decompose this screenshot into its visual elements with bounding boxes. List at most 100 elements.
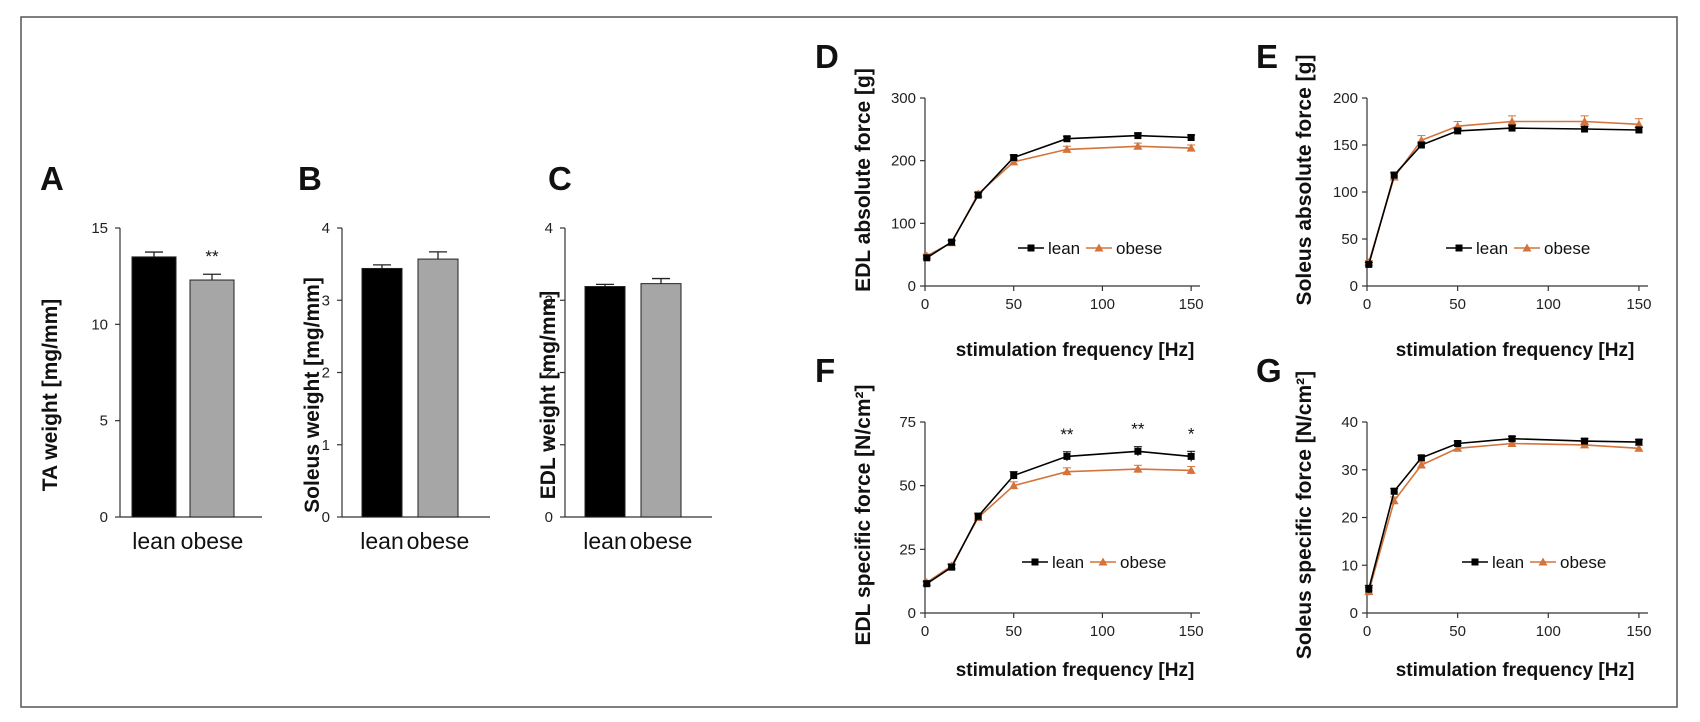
y-tick-label: 1 [545, 437, 553, 454]
data-point-lean [1417, 454, 1425, 462]
panel-label-c: C [548, 160, 572, 197]
data-point-lean [1134, 447, 1142, 455]
legend-marker-lean [1031, 558, 1039, 566]
x-tick-label: 150 [1626, 623, 1651, 640]
legend-label-lean: lean [1052, 553, 1084, 572]
x-tick-label: 100 [1090, 296, 1115, 313]
category-label: lean [360, 528, 403, 554]
y-tick-label: 3 [322, 292, 330, 309]
legend-label-obese: obese [1544, 239, 1590, 258]
panel-c: C EDL weight [mg/mm] 0 1 2 3 4 lean obese [537, 160, 712, 554]
data-point-lean [1365, 585, 1373, 593]
data-point-lean [1454, 127, 1462, 135]
data-point-obese [1062, 467, 1072, 476]
data-point-obese [1186, 143, 1196, 152]
category-label: lean [132, 528, 175, 554]
y-axis-label: EDL specific force [N/cm²] [852, 384, 875, 645]
x-tick-label: 0 [1363, 296, 1371, 313]
y-tick-label: 1 [322, 437, 330, 454]
y-tick-label: 40 [1341, 414, 1358, 431]
data-point-obese [1580, 117, 1590, 125]
data-point-lean [1365, 260, 1373, 268]
y-tick-label: 50 [1341, 231, 1358, 248]
data-point-obese [1634, 443, 1644, 452]
y-tick-label: 5 [100, 413, 108, 430]
y-tick-label: 0 [322, 509, 330, 526]
legend-marker-obese [1094, 243, 1104, 252]
x-axis-label: stimulation frequency [Hz] [956, 340, 1195, 361]
category-label: obese [407, 528, 470, 554]
legend-marker-lean [1471, 558, 1479, 566]
data-point-lean [1063, 135, 1071, 143]
data-point-obese [1507, 117, 1517, 125]
x-tick-label: 0 [921, 623, 929, 640]
data-point-lean [923, 580, 931, 588]
data-point-lean [1010, 154, 1018, 162]
category-label: obese [181, 528, 244, 554]
y-tick-label: 4 [545, 220, 553, 237]
y-tick-label: 150 [1333, 137, 1358, 154]
legend-label-obese: obese [1116, 239, 1162, 258]
data-point-lean [923, 254, 931, 262]
significance-marker: * [1188, 424, 1195, 443]
y-tick-label: 25 [899, 541, 916, 558]
legend-marker-lean [1455, 244, 1463, 252]
data-point-lean [948, 238, 956, 246]
x-tick-label: 100 [1536, 296, 1561, 313]
y-tick-label: 4 [322, 220, 330, 237]
data-point-lean [1635, 438, 1643, 446]
panel-label-g: G [1256, 352, 1282, 389]
y-tick-label: 3 [545, 292, 553, 309]
y-tick-label: 100 [891, 215, 916, 232]
data-point-lean [974, 512, 982, 520]
y-tick-label: 30 [1341, 462, 1358, 479]
significance-marker: ** [1131, 420, 1145, 439]
legend-marker-obese [1098, 557, 1108, 566]
bar-plot: 0 1 2 3 4 lean obese [322, 220, 490, 554]
y-tick-label: 200 [1333, 90, 1358, 107]
legend-label-obese: obese [1560, 553, 1606, 572]
legend-marker-obese [1538, 557, 1548, 566]
y-tick-label: 2 [545, 365, 553, 382]
data-point-obese [1634, 119, 1644, 128]
line-plot: 0 10 20 30 40 0 50 100 150 lean obese [1341, 414, 1651, 640]
legend-label-obese: obese [1120, 553, 1166, 572]
data-point-lean [1508, 124, 1516, 132]
legend-label-lean: lean [1048, 239, 1080, 258]
y-tick-label: 15 [91, 220, 108, 237]
x-tick-label: 50 [1449, 623, 1466, 640]
line-plot: 0 50 100 150 200 0 50 100 150 lean obese [1333, 90, 1651, 313]
panel-f: F EDL specific force [N/cm²] stimulation… [815, 352, 1204, 681]
data-point-lean [1390, 171, 1398, 179]
y-tick-label: 10 [1341, 557, 1358, 574]
x-tick-label: 50 [1005, 296, 1022, 313]
data-point-obese [1009, 157, 1019, 166]
data-point-lean [1390, 487, 1398, 495]
bar-plot: 0 5 10 15 lean obese ** [91, 220, 262, 554]
panel-d: D EDL absolute force [g] stimulation fre… [815, 38, 1204, 361]
y-axis-label: TA weight [mg/mm] [39, 299, 62, 492]
bar-lean [584, 286, 626, 518]
y-tick-label: 200 [891, 153, 916, 170]
line-plot: 0 100 200 300 0 50 100 150 lean obese [891, 90, 1204, 313]
y-axis-label: EDL absolute force [g] [852, 68, 875, 292]
x-tick-label: 100 [1536, 623, 1561, 640]
legend-marker-obese [1522, 243, 1532, 252]
data-point-lean [974, 191, 982, 199]
bar-obese [189, 279, 235, 518]
data-point-lean [1010, 471, 1018, 479]
y-tick-label: 0 [100, 509, 108, 526]
y-axis-label: Soleus absolute force [g] [1293, 55, 1316, 306]
data-point-lean [1417, 141, 1425, 149]
x-tick-label: 0 [1363, 623, 1371, 640]
y-axis-label: Soleus specific force [N/cm²] [1293, 371, 1316, 659]
y-tick-label: 0 [1350, 278, 1358, 295]
y-tick-label: 20 [1341, 510, 1358, 527]
data-point-lean [1454, 439, 1462, 447]
bar-obese [640, 283, 682, 518]
y-tick-label: 0 [545, 509, 553, 526]
panel-label-b: B [298, 160, 322, 197]
y-tick-label: 50 [899, 478, 916, 495]
x-tick-label: 50 [1005, 623, 1022, 640]
category-label: lean [583, 528, 626, 554]
